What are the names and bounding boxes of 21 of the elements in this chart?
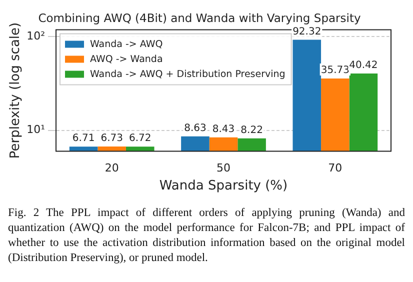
data-label: 35.73 — [320, 65, 350, 76]
x-axis-title: Wanda Sparsity (%) — [159, 178, 288, 194]
data-label: 8.22 — [240, 124, 263, 136]
data-label: 6.73 — [100, 133, 123, 144]
legend-label: Wanda -> AWQ + Distribution Preserving — [90, 68, 286, 80]
y-tick-label: 10² — [26, 29, 46, 42]
legend-label: Wanda -> AWQ — [90, 38, 163, 50]
x-tick-label: 20 — [104, 162, 119, 175]
y-axis-title: Perplexity (log scale) — [8, 22, 24, 159]
data-label: 40.42 — [349, 60, 378, 72]
legend-label: AWQ -> Wanda — [90, 54, 163, 65]
chart-title: Combining AWQ (4Bit) and Wanda with Varying Sparsity — [38, 10, 361, 25]
data-label: 6.71 — [72, 133, 95, 144]
data-label: 6.72 — [128, 133, 152, 144]
data-label: 92.32 — [292, 26, 322, 38]
x-tick-label: 70 — [328, 162, 342, 175]
data-label: 8.63 — [184, 122, 206, 134]
data-label: 8.43 — [212, 124, 235, 135]
x-tick-label: 50 — [216, 162, 231, 175]
y-tick-label: 10¹ — [26, 123, 46, 136]
caption: Fig. 2 The PPL impact of different orders of applying pruning (Wanda) and quantization (AWQ) on the model performance for Falcon-7B; and PPL impact of whether to use the activation distribution information based on the original model (Distribution Preserving), or pruned model. — [8, 206, 405, 266]
